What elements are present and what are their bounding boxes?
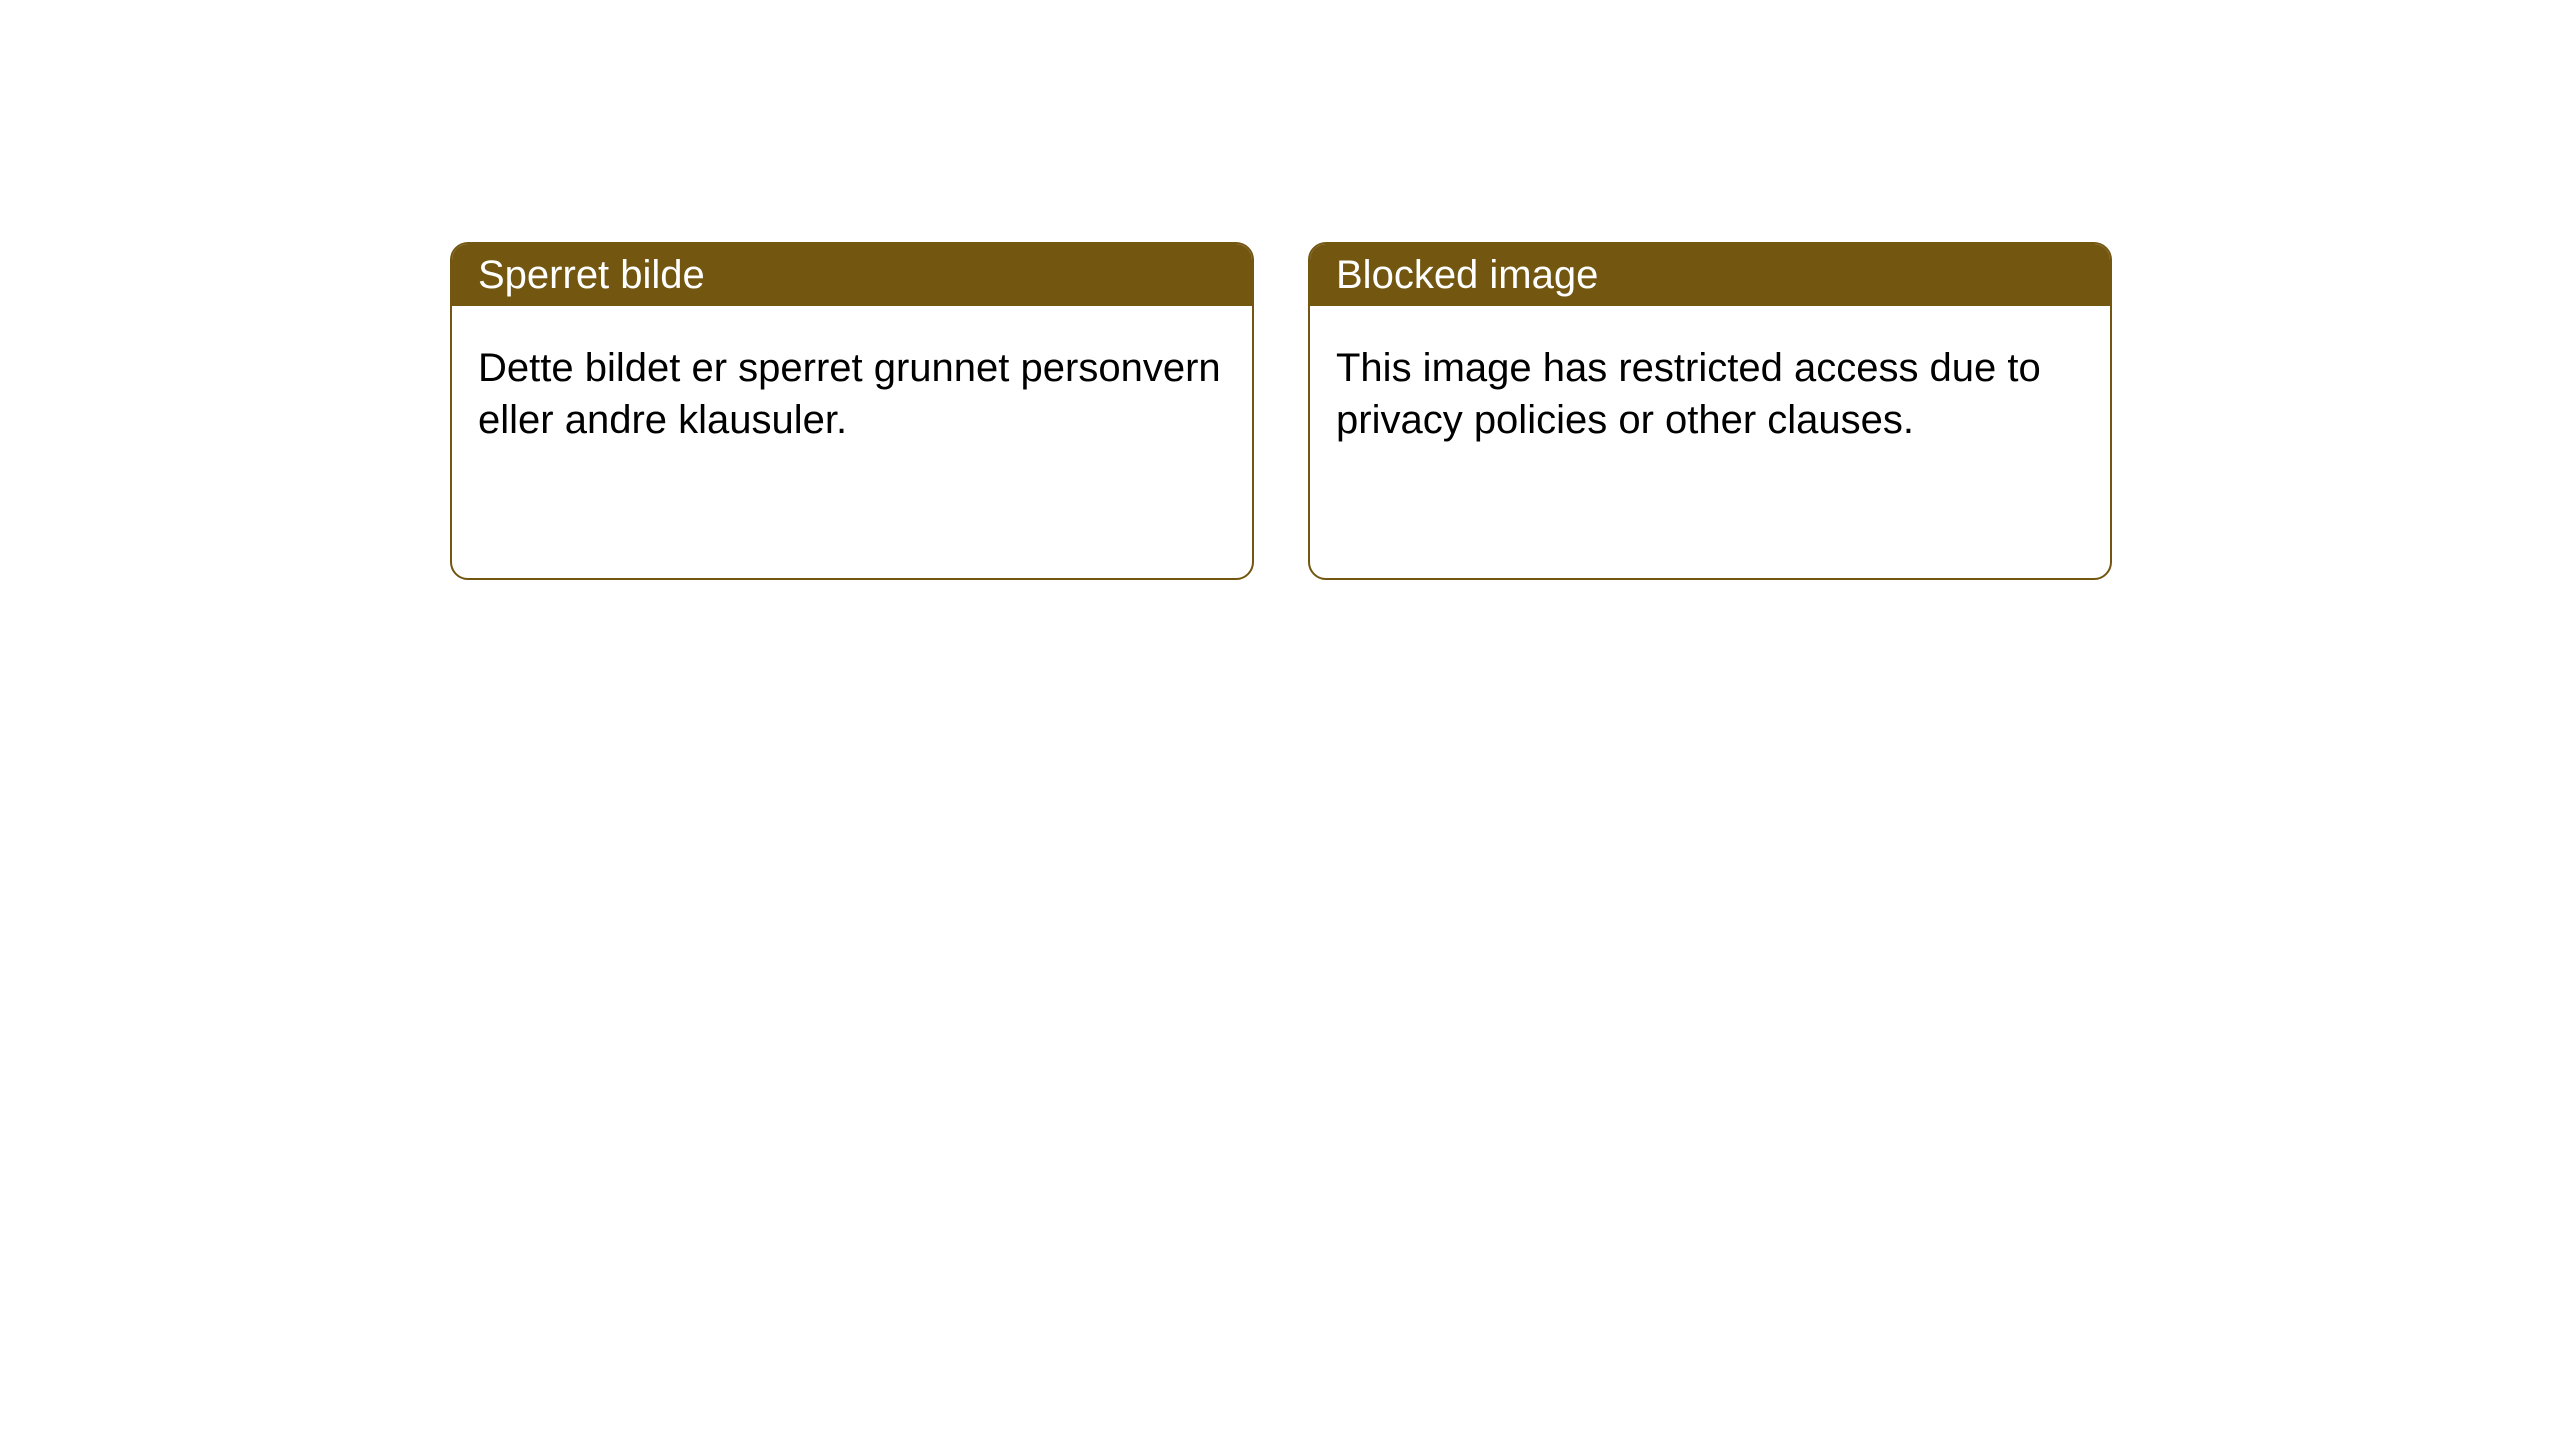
card-body-text: This image has restricted access due to … (1336, 346, 2041, 442)
card-body: This image has restricted access due to … (1310, 306, 2110, 482)
card-header: Blocked image (1310, 244, 2110, 306)
card-title: Sperret bilde (478, 253, 705, 298)
notice-card-container: Sperret bilde Dette bildet er sperret gr… (450, 242, 2112, 580)
card-body-text: Dette bildet er sperret grunnet personve… (478, 346, 1221, 442)
notice-card-norwegian: Sperret bilde Dette bildet er sperret gr… (450, 242, 1254, 580)
card-title: Blocked image (1336, 253, 1598, 298)
card-body: Dette bildet er sperret grunnet personve… (452, 306, 1252, 482)
notice-card-english: Blocked image This image has restricted … (1308, 242, 2112, 580)
card-header: Sperret bilde (452, 244, 1252, 306)
